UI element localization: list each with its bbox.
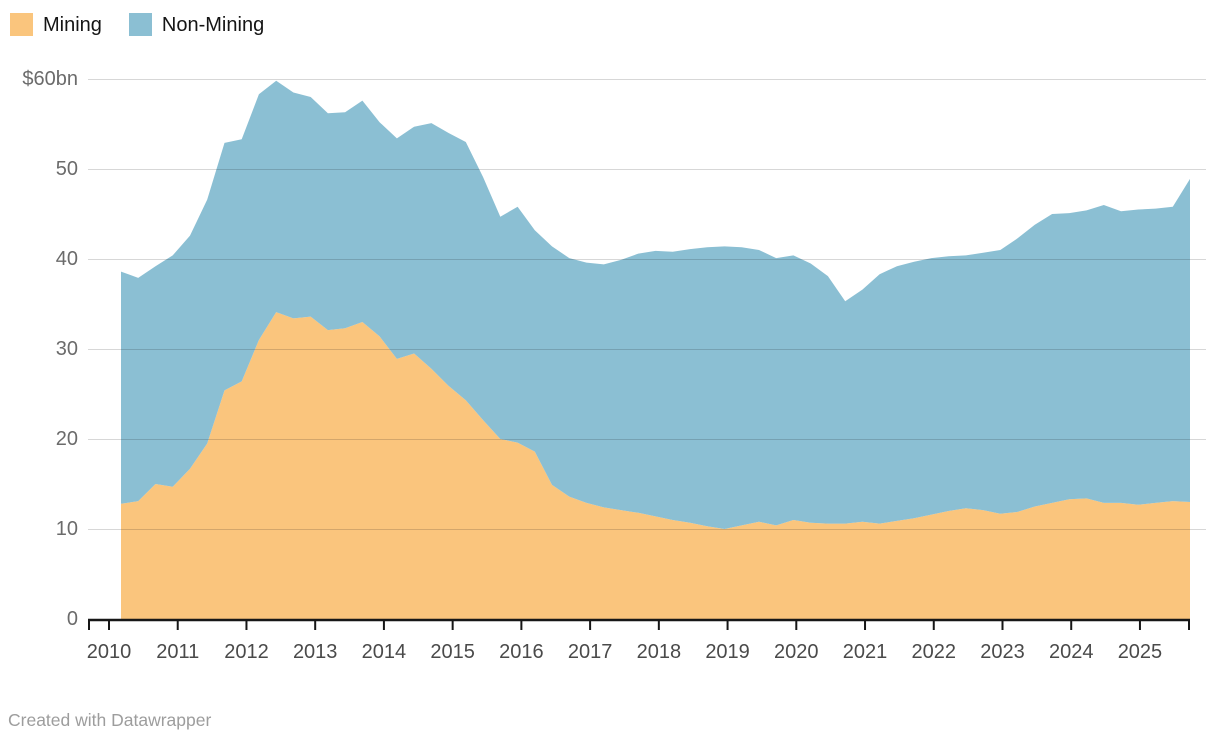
legend-label: Non-Mining — [161, 13, 265, 36]
y-tick-label: 50 — [56, 158, 78, 180]
x-tick-label: 2010 — [87, 641, 132, 663]
x-tick-label: 2014 — [362, 641, 407, 663]
mining-area — [121, 312, 1190, 619]
x-tick-label: 2020 — [774, 641, 819, 663]
x-tick-label: 2025 — [1118, 641, 1163, 663]
legend-item-mining: Mining — [10, 13, 102, 36]
y-tick-label: 0 — [67, 608, 78, 630]
legend-item-non-mining: Non-Mining — [128, 13, 265, 36]
datawrapper-attribution: Created with Datawrapper — [8, 710, 212, 730]
x-tick-label: 2012 — [224, 641, 269, 663]
y-tick-label: 30 — [56, 338, 78, 360]
x-tick-label: 2023 — [980, 641, 1025, 663]
y-tick-label: 20 — [56, 428, 78, 450]
x-tick-label: 2018 — [637, 641, 682, 663]
x-tick-label: 2019 — [705, 641, 750, 663]
x-tick-label: 2013 — [293, 641, 338, 663]
y-tick-label: 40 — [56, 248, 78, 270]
x-tick-label: 2015 — [430, 641, 475, 663]
legend-label: Mining — [43, 13, 102, 36]
chart-legend: Mining Non-Mining — [10, 13, 264, 36]
x-tick-label: 2021 — [843, 641, 888, 663]
legend-swatch — [128, 13, 152, 36]
legend-swatch — [10, 13, 33, 36]
non-mining-area — [121, 80, 1190, 530]
x-tick-label: 2024 — [1049, 641, 1094, 663]
x-tick-label: 2016 — [499, 641, 544, 663]
y-tick-label: 10 — [56, 518, 78, 540]
x-tick-label: 2017 — [568, 641, 613, 663]
x-tick-label: 2022 — [912, 641, 957, 663]
y-tick-label: $60bn — [22, 68, 78, 90]
x-tick-label: 2011 — [156, 641, 199, 663]
